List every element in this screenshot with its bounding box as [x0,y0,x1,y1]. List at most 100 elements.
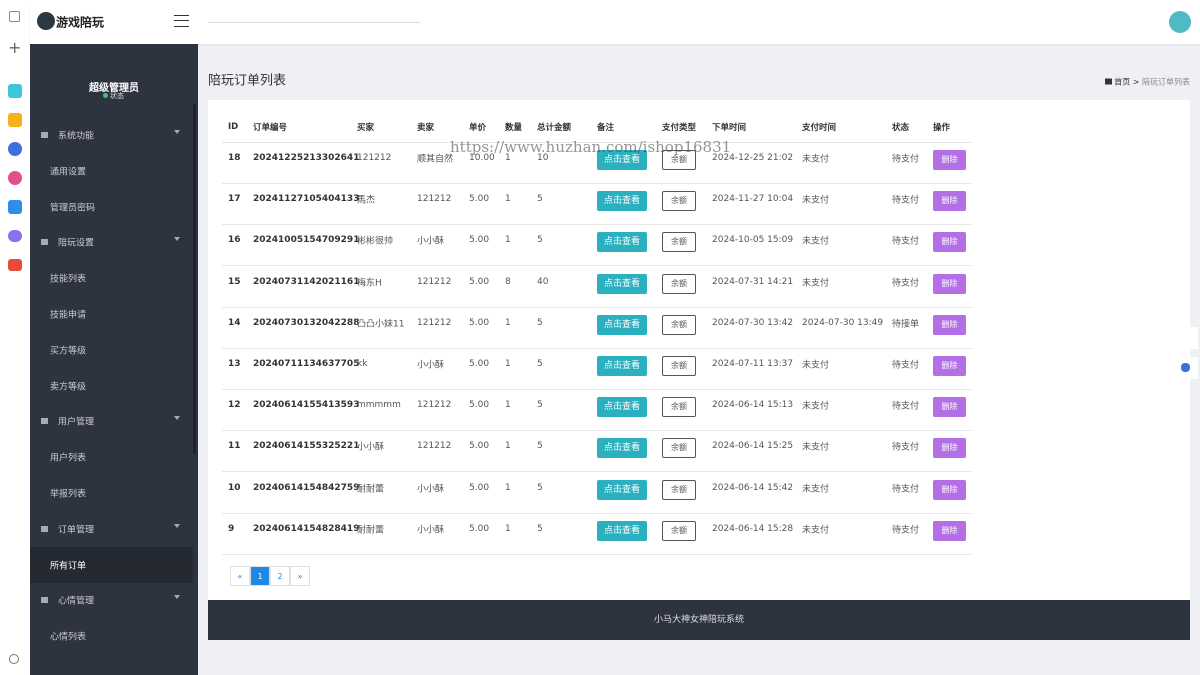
pay-type-button[interactable]: 余额 [662,191,696,212]
menu-item[interactable]: 举报列表 [50,489,87,500]
delete-button[interactable]: 删除 [933,232,966,253]
delete-button[interactable]: 删除 [933,356,966,376]
page-button[interactable]: » [290,566,310,586]
order-number: 20241127105404133 [253,194,360,205]
table-cell: 1 [505,194,511,205]
view-button[interactable]: 点击查看 [597,314,647,335]
pay-type-button[interactable]: 余额 [662,479,696,500]
pay-type-button[interactable]: 余额 [662,273,696,294]
view-button[interactable]: 点击查看 [597,479,647,500]
pay-type-button[interactable]: 余额 [662,397,696,418]
view-button[interactable]: 点击查看 [597,232,647,253]
footer: 小马大神女神陪玩系统 [208,600,1190,640]
table-cell: 待支付 [892,236,920,247]
app-icon[interactable] [8,230,22,242]
pay-type-button[interactable]: 余额 [662,356,696,376]
view-button[interactable]: 点击查看 [597,191,647,212]
caret [174,237,180,242]
table-cell: 2024-07-30 13:49 [802,317,884,328]
page-button[interactable]: 1 [250,566,270,586]
table-cell: 5.00 [469,359,490,369]
table-cell: kk [357,359,368,369]
app-icon[interactable] [8,171,22,185]
menu-item[interactable]: 心情列表 [50,632,87,643]
menu-toggle[interactable] [174,15,189,27]
menu-item[interactable]: 通用设置 [50,167,87,178]
menu-item[interactable]: 所有订单 [50,561,87,572]
table-cell: 8 [505,276,511,287]
view-button[interactable]: 点击查看 [597,520,647,541]
pay-type-button[interactable]: 余额 [662,150,696,170]
avatar[interactable] [1169,11,1191,33]
table-cell: 18 [228,153,241,163]
menu-group[interactable]: 订单管理 [58,525,95,536]
table-cell: 彬彬很帅 [357,236,394,247]
delete-button[interactable]: 删除 [933,273,966,294]
pay-type-button[interactable]: 余额 [662,438,696,459]
menu-item[interactable]: 卖方等级 [50,382,87,392]
table-cell: 121212 [417,276,452,287]
app-icon[interactable] [8,200,22,214]
view-button[interactable]: 点击查看 [597,356,647,376]
menu-group[interactable]: 系统功能 [58,131,95,142]
sidebar: 超级管理员 状态 系统功能 通用设置 管理员密码 陪玩设置 技能列表 技能申请 买方等级 卖方… [30,44,198,675]
table-cell: 梅东H [357,278,382,289]
delete-button[interactable]: 删除 [933,520,966,541]
order-number: 20241005154709291 [253,235,360,246]
home-icon[interactable] [9,11,20,22]
order-number: 20240614154842759 [253,482,360,493]
add-icon[interactable]: + [8,38,22,57]
menu-group[interactable]: 心情管理 [58,596,95,607]
logo-text: 游戏陪玩 [56,15,105,30]
menu-group[interactable]: 陪玩设置 [58,238,95,249]
menu-group-icon [41,239,48,246]
app-icon[interactable] [8,259,22,271]
column-header: 备注 [597,123,615,133]
view-button[interactable]: 点击查看 [597,438,647,459]
app-icon[interactable] [8,84,22,98]
page-button[interactable]: 2 [270,566,290,586]
table-cell: 40 [537,276,549,287]
delete-button[interactable]: 删除 [933,191,966,212]
row-rule [222,471,972,473]
table-cell: 未支付 [802,401,830,412]
delete-button[interactable]: 删除 [933,314,966,335]
page-button[interactable]: « [230,566,250,586]
order-number: 20241225213302641 [253,153,360,163]
float-button[interactable] [1172,357,1198,379]
menu-group[interactable]: 用户管理 [58,417,95,428]
menu-item[interactable]: 用户列表 [50,453,87,464]
pay-type-button[interactable]: 余额 [662,520,696,541]
menu-item[interactable]: 技能申请 [50,310,87,321]
row-rule [222,183,972,184]
settings-icon[interactable] [9,654,19,664]
table-cell: 未支付 [802,195,830,206]
delete-button[interactable]: 删除 [933,397,966,418]
menu-item[interactable]: 管理员密码 [50,203,96,214]
delete-button[interactable]: 删除 [933,438,966,459]
view-button[interactable]: 点击查看 [597,397,647,418]
app-icon[interactable] [8,113,22,127]
delete-button[interactable]: 删除 [933,479,966,500]
pay-type-button[interactable]: 余额 [662,232,696,253]
delete-button[interactable]: 删除 [933,150,966,170]
table-cell: 121212 [417,441,452,452]
pay-type-button[interactable]: 余额 [662,314,696,335]
breadcrumb-item[interactable]: 首页 [1114,77,1131,87]
menu-group-icon [41,132,48,138]
float-button[interactable] [1172,327,1198,349]
menu-item[interactable]: 技能列表 [50,274,87,285]
app-icon[interactable] [8,142,22,156]
table-cell: 未支付 [802,278,830,289]
table-cell: 13 [228,359,241,369]
view-button[interactable]: 点击查看 [597,273,647,294]
menu-item[interactable]: 买方等级 [50,346,87,357]
table-cell: 2024-06-14 15:42 [712,482,794,493]
search-bar[interactable] [208,22,420,23]
view-button[interactable]: 点击查看 [597,150,647,170]
table-cell: 121212 [417,317,452,328]
table-cell: 14 [228,317,241,328]
table-cell: 5.00 [469,235,490,246]
column-header: 下单时间 [712,123,747,133]
caret [174,130,180,134]
